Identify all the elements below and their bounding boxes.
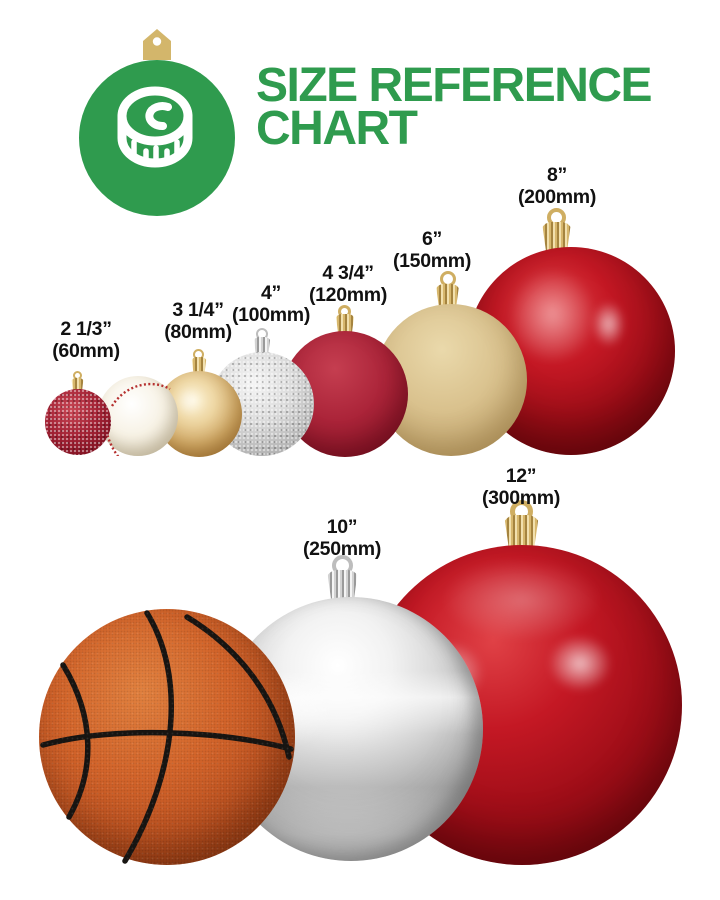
size-inches: 6”: [422, 228, 442, 250]
size-inches: 8”: [547, 164, 567, 186]
size-label-300mm: 12” (300mm): [426, 465, 616, 509]
size-inches: 12”: [505, 465, 537, 487]
ornament-cap: [253, 337, 271, 355]
size-mm: (100mm): [231, 304, 311, 326]
highlight: [547, 634, 612, 693]
baseball: [98, 376, 178, 472]
ornament-cap: [504, 515, 539, 549]
ornament-cap: [435, 284, 460, 308]
ornament-cap: [326, 570, 359, 601]
size-inches: 3 1/4”: [172, 299, 224, 321]
ornament-ball: [45, 389, 111, 455]
ornament-cap: [541, 222, 572, 251]
size-mm: (150mm): [392, 250, 472, 272]
ornament-cap: [335, 314, 355, 334]
size-mm: (250mm): [302, 538, 382, 560]
highlight: [442, 557, 602, 641]
highlight: [508, 267, 596, 364]
baseball-ball: [98, 376, 178, 472]
title-line-1: SIZE REFERENCE: [256, 59, 653, 112]
size-mm: (300mm): [481, 487, 561, 509]
size-mm: (80mm): [164, 321, 232, 343]
basketball-seams-icon: [39, 609, 295, 865]
page-title: SIZE REFERENCE CHART: [256, 59, 653, 155]
size-label-250mm: 10” (250mm): [247, 516, 437, 560]
title-line-2: CHART: [256, 102, 418, 155]
red-glitter-ornament-60mm: [45, 364, 111, 456]
basketball: [39, 609, 295, 865]
size-inches: 4”: [261, 282, 281, 304]
size-label-100mm: 4” (100mm): [176, 282, 366, 326]
size-label-80mm: 3 1/4” (80mm): [103, 299, 293, 343]
ornament-cap: [191, 357, 207, 374]
size-label-150mm: 6” (150mm): [337, 228, 527, 272]
size-label-60mm: 2 1/3” (60mm): [0, 318, 181, 362]
size-inches: 4 3/4”: [322, 262, 374, 284]
basketball-ball: [39, 609, 295, 865]
highlight: [174, 386, 205, 416]
size-mm: (120mm): [308, 284, 388, 306]
ornament-cap: [71, 378, 84, 392]
measuring-tape-ornament-icon: [72, 28, 242, 218]
size-mm: (60mm): [52, 340, 120, 362]
size-label-120mm: 4 3/4” (120mm): [253, 262, 443, 306]
size-inches: 10”: [326, 516, 358, 538]
highlight: [591, 301, 626, 347]
size-mm: (200mm): [517, 186, 597, 208]
size-inches: 2 1/3”: [60, 318, 112, 340]
size-label-200mm: 8” (200mm): [462, 164, 652, 208]
